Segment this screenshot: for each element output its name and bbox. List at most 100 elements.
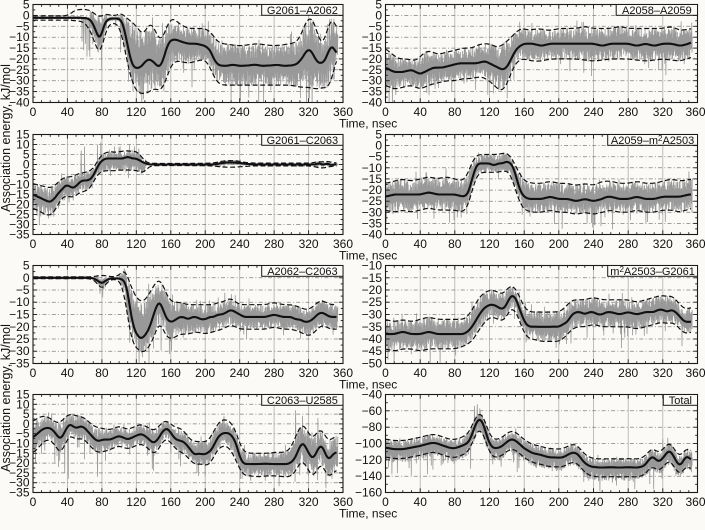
svg-text:Time, nsec: Time, nsec	[339, 378, 397, 392]
svg-text:0: 0	[23, 158, 30, 172]
svg-text:120: 120	[479, 105, 499, 119]
svg-text:0: 0	[382, 366, 389, 380]
svg-text:−20: −20	[362, 283, 383, 297]
svg-text:160: 160	[161, 237, 181, 251]
svg-text:360: 360	[333, 237, 353, 251]
svg-text:360: 360	[685, 105, 705, 119]
svg-text:80: 80	[448, 105, 462, 119]
svg-text:−25: −25	[9, 208, 30, 222]
svg-text:0: 0	[375, 139, 382, 153]
svg-text:0: 0	[23, 271, 30, 285]
svg-text:200: 200	[549, 237, 569, 251]
svg-text:−15: −15	[9, 308, 30, 322]
svg-text:240: 240	[230, 237, 250, 251]
svg-text:240: 240	[230, 495, 250, 509]
svg-text:Time, nsec: Time, nsec	[339, 249, 397, 263]
svg-text:−5: −5	[16, 168, 30, 182]
svg-text:40: 40	[414, 366, 428, 380]
svg-text:10: 10	[16, 397, 30, 411]
svg-text:0: 0	[375, 8, 382, 22]
svg-text:200: 200	[549, 495, 569, 509]
svg-text:−10: −10	[9, 30, 30, 44]
svg-text:−15: −15	[362, 172, 383, 186]
svg-text:−140: −140	[355, 469, 382, 483]
svg-text:320: 320	[299, 495, 319, 509]
svg-text:320: 320	[299, 237, 319, 251]
svg-text:−35: −35	[9, 357, 30, 371]
svg-text:360: 360	[333, 366, 353, 380]
svg-text:200: 200	[195, 105, 215, 119]
svg-text:360: 360	[333, 495, 353, 509]
svg-text:240: 240	[230, 105, 250, 119]
svg-text:−15: −15	[9, 446, 30, 460]
svg-text:−10: −10	[362, 161, 383, 175]
svg-text:280: 280	[264, 366, 284, 380]
svg-text:−100: −100	[355, 437, 382, 451]
svg-text:−30: −30	[9, 74, 30, 88]
svg-text:−30: −30	[9, 476, 30, 490]
svg-text:120: 120	[479, 237, 499, 251]
svg-text:−30: −30	[362, 308, 383, 322]
svg-text:−30: −30	[9, 218, 30, 232]
svg-text:−160: −160	[355, 486, 382, 500]
svg-text:−25: −25	[362, 295, 383, 309]
svg-text:−60: −60	[362, 404, 383, 418]
svg-text:200: 200	[195, 495, 215, 509]
svg-text:m2A2503–G2061: m2A2503–G2061	[610, 265, 695, 278]
svg-text:40: 40	[61, 366, 75, 380]
svg-text:200: 200	[195, 366, 215, 380]
svg-text:240: 240	[583, 495, 603, 509]
svg-text:−25: −25	[9, 63, 30, 77]
svg-text:320: 320	[653, 366, 673, 380]
svg-text:280: 280	[618, 366, 638, 380]
svg-text:−25: −25	[9, 466, 30, 480]
svg-text:5: 5	[23, 0, 30, 12]
svg-text:Total: Total	[669, 395, 692, 407]
svg-text:5: 5	[23, 407, 30, 421]
svg-text:0: 0	[23, 417, 30, 431]
svg-text:120: 120	[479, 366, 499, 380]
svg-text:280: 280	[618, 495, 638, 509]
svg-text:Time, nsec: Time, nsec	[339, 507, 397, 521]
svg-text:−20: −20	[9, 456, 30, 470]
svg-text:−10: −10	[9, 178, 30, 192]
svg-text:120: 120	[479, 495, 499, 509]
svg-text:360: 360	[685, 495, 705, 509]
svg-text:−35: −35	[9, 85, 30, 99]
svg-text:−15: −15	[9, 188, 30, 202]
svg-text:−40: −40	[9, 96, 30, 110]
svg-text:−15: −15	[362, 271, 383, 285]
svg-text:0: 0	[30, 366, 37, 380]
svg-text:−10: −10	[9, 437, 30, 451]
svg-text:5: 5	[23, 148, 30, 162]
svg-text:240: 240	[583, 237, 603, 251]
svg-text:80: 80	[95, 105, 109, 119]
svg-text:320: 320	[653, 105, 673, 119]
svg-text:240: 240	[230, 366, 250, 380]
svg-text:−30: −30	[362, 74, 383, 88]
svg-text:−15: −15	[9, 41, 30, 55]
svg-text:120: 120	[126, 237, 146, 251]
svg-text:5: 5	[375, 128, 382, 142]
svg-text:160: 160	[514, 105, 534, 119]
svg-text:320: 320	[299, 105, 319, 119]
svg-text:0: 0	[30, 237, 37, 251]
svg-text:−20: −20	[9, 52, 30, 66]
svg-text:200: 200	[549, 105, 569, 119]
svg-text:Association energy, kJ/mol: Association energy, kJ/mol	[0, 64, 13, 212]
svg-text:−40: −40	[362, 96, 383, 110]
svg-text:−30: −30	[362, 205, 383, 219]
svg-text:160: 160	[514, 495, 534, 509]
svg-text:280: 280	[618, 237, 638, 251]
svg-text:−5: −5	[368, 19, 382, 33]
svg-text:280: 280	[264, 495, 284, 509]
svg-text:−120: −120	[355, 453, 382, 467]
svg-text:200: 200	[549, 366, 569, 380]
svg-text:Time, nsec: Time, nsec	[339, 117, 397, 131]
svg-text:0: 0	[30, 105, 37, 119]
svg-text:40: 40	[61, 105, 75, 119]
svg-text:A2059–m2A2503: A2059–m2A2503	[611, 134, 694, 147]
svg-text:−20: −20	[362, 52, 383, 66]
svg-text:Association energy, kJ/mol: Association energy, kJ/mol	[0, 324, 13, 472]
svg-text:−40: −40	[362, 228, 383, 242]
